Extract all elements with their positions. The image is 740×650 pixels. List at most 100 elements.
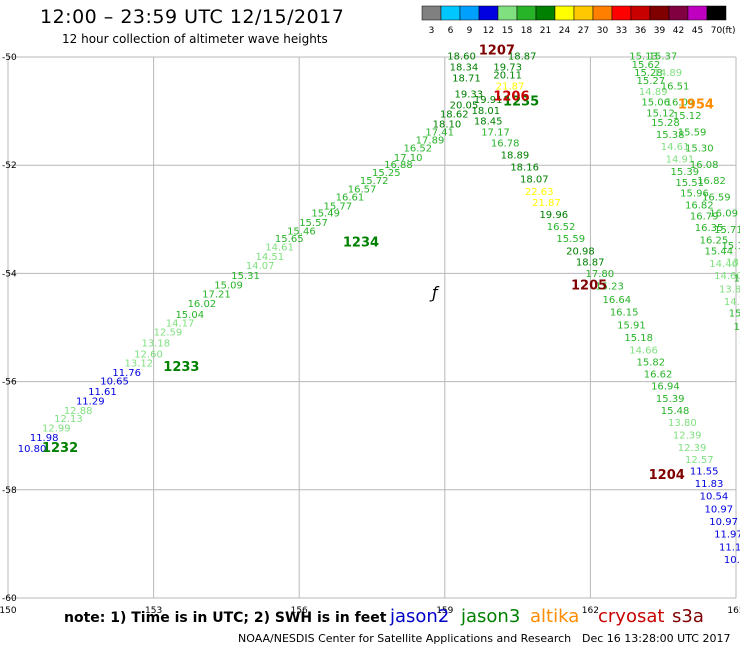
pass-label: 1207 bbox=[479, 43, 515, 58]
credit-text: NOAA/NESDIS Center for Satellite Applica… bbox=[238, 632, 572, 645]
colorbar-label: 3 bbox=[429, 26, 435, 36]
wave-height-reading: 10.80 bbox=[18, 444, 47, 455]
colorbar-label: 27 bbox=[578, 26, 589, 36]
wave-height-reading: 15.39 bbox=[670, 167, 699, 178]
page-subtitle: 12 hour collection of altimeter wave hei… bbox=[62, 32, 328, 46]
colorbar-label: 18 bbox=[521, 26, 533, 36]
wave-height-reading: 18.60 bbox=[447, 52, 476, 63]
y-tick-label: -52 bbox=[2, 161, 17, 171]
wave-height-reading: 15.44 bbox=[704, 246, 733, 257]
wave-height-reading: 15.39 bbox=[656, 394, 685, 405]
wave-height-reading: 15.27 bbox=[637, 76, 666, 87]
wave-height-reading: 14.97 bbox=[738, 336, 740, 347]
wave-height-reading: 16.51 bbox=[661, 81, 690, 92]
wave-height-reading: 15.91 bbox=[617, 321, 646, 332]
wave-height-reading: 15.28 bbox=[651, 118, 680, 129]
wave-height-reading: 17.10 bbox=[394, 153, 423, 164]
wave-height-reading: 13.18 bbox=[141, 338, 170, 349]
wave-height-reading: 14.60 bbox=[714, 271, 740, 282]
wave-height-reading: 15.59 bbox=[556, 234, 585, 245]
wave-height-reading: 13.87 bbox=[726, 257, 740, 268]
wave-height-reading: 15.06 bbox=[641, 98, 670, 109]
wave-height-reading: 19.33 bbox=[455, 90, 484, 101]
wave-height-reading: 18.87 bbox=[508, 52, 537, 63]
page-title: 12:00 – 23:59 UTC 12/15/2017 bbox=[40, 6, 345, 28]
wave-height-reading: 18.71 bbox=[452, 73, 481, 84]
wave-height-reading: 11.83 bbox=[695, 479, 724, 490]
wave-height-reading: 18.10 bbox=[433, 119, 462, 130]
generated-timestamp: Dec 16 13:28:00 UTC 2017 bbox=[582, 632, 731, 645]
wave-height-reading: 16.94 bbox=[651, 382, 680, 393]
wave-height-reading: 16.35 bbox=[695, 223, 724, 234]
wave-height-reading: 15.09 bbox=[214, 281, 243, 292]
wave-height-reading: 16.04 bbox=[666, 98, 695, 109]
colorbar-swatch bbox=[706, 5, 727, 21]
wave-height-colorbar: 3 6 9 12 15 18 21 24 27 30 33 36 39 42 45 70 (ft) bbox=[421, 5, 736, 36]
colorbar-label: 9 bbox=[467, 26, 473, 36]
wave-height-reading: 18.87 bbox=[576, 257, 605, 268]
wave-height-reading: 11.29 bbox=[76, 396, 105, 407]
y-tick-label: -54 bbox=[2, 269, 17, 279]
wave-height-reading: 16.02 bbox=[188, 299, 217, 310]
wave-height-reading: 15.82 bbox=[637, 357, 666, 368]
x-tick-label: 150 bbox=[0, 606, 17, 616]
wave-height-reading: 21.87 bbox=[532, 198, 561, 209]
legend-jason2: jason2 bbox=[390, 606, 450, 627]
wave-height-reading: 15.28 bbox=[634, 68, 663, 79]
colorbar-label: 6 bbox=[448, 26, 454, 36]
wave-height-reading: 16.82 bbox=[697, 176, 726, 187]
wave-height-reading: 16.52 bbox=[547, 222, 576, 233]
wave-height-reading: 14.17 bbox=[166, 318, 195, 329]
y-tick-label: -56 bbox=[2, 378, 17, 388]
wave-height-reading: 15.25 bbox=[372, 168, 401, 179]
wave-height-reading: 19.96 bbox=[539, 210, 568, 221]
y-tick-label: -60 bbox=[2, 594, 17, 604]
wave-height-reading: 18.34 bbox=[450, 63, 479, 74]
wave-height-reading: 15.57 bbox=[299, 218, 328, 229]
x-tick-label: 159 bbox=[436, 606, 453, 616]
wave-height-reading: 11.55 bbox=[690, 467, 719, 478]
x-tick-label: 156 bbox=[291, 606, 308, 616]
wave-height-reading: 15.84 bbox=[729, 309, 740, 320]
wave-height-reading: 15.04 bbox=[175, 310, 204, 321]
colorbar-unit: (ft) bbox=[722, 26, 736, 36]
wave-height-reading: 18.89 bbox=[501, 151, 530, 162]
wave-height-reading: 15.18 bbox=[624, 333, 653, 344]
wave-height-reading: 15.48 bbox=[661, 406, 690, 417]
wave-height-reading: 15.12 bbox=[646, 109, 675, 120]
wave-height-reading: 15.46 bbox=[287, 226, 316, 237]
wave-height-reading: 14.07 bbox=[246, 261, 275, 272]
wave-height-reading: 11.98 bbox=[30, 433, 59, 444]
wave-height-reading: 19.91 bbox=[474, 95, 503, 106]
wave-height-reading: 15.51 bbox=[738, 290, 740, 301]
wave-height-reading: 15.31 bbox=[231, 271, 260, 282]
wave-height-reading: 15.49 bbox=[311, 209, 340, 220]
wave-height-reading: 11.15 bbox=[719, 542, 740, 553]
wave-height-reading: 14.35 bbox=[724, 297, 740, 308]
wave-height-reading: 18.45 bbox=[474, 117, 503, 128]
colorbar-label: 12 bbox=[483, 26, 494, 36]
colorbar-label: 45 bbox=[692, 26, 703, 36]
legend-jason3: jason3 bbox=[461, 606, 521, 627]
wave-height-reading: 20.05 bbox=[450, 100, 479, 111]
wave-height-reading: 18.07 bbox=[520, 175, 549, 186]
pass-label: 1954 bbox=[678, 97, 714, 112]
wave-height-reading: 14.91 bbox=[666, 154, 695, 165]
wave-height-reading: 18.01 bbox=[471, 106, 500, 117]
y-tick-label: -58 bbox=[2, 486, 17, 496]
wave-height-reading: 15.19 bbox=[734, 274, 740, 285]
legend-s3a: s3a bbox=[672, 606, 704, 627]
wave-height-reading: 10.65 bbox=[100, 376, 129, 387]
colorbar-label: 36 bbox=[635, 26, 647, 36]
colorbar-label: 24 bbox=[559, 26, 571, 36]
colorbar-label: 15 bbox=[502, 26, 513, 36]
wave-height-reading: 15.70 bbox=[734, 322, 740, 333]
wave-height-reading: 16.64 bbox=[603, 295, 632, 306]
wave-height-reading: 16.09 bbox=[709, 209, 738, 220]
wave-height-reading: 16.79 bbox=[690, 211, 719, 222]
pass-label: 1206 bbox=[493, 89, 529, 104]
wave-height-reading: 12.99 bbox=[42, 423, 71, 434]
x-tick-label: 153 bbox=[145, 606, 162, 616]
wave-height-reading: 17.21 bbox=[202, 290, 231, 301]
wave-height-reading: 15.23 bbox=[595, 282, 624, 293]
